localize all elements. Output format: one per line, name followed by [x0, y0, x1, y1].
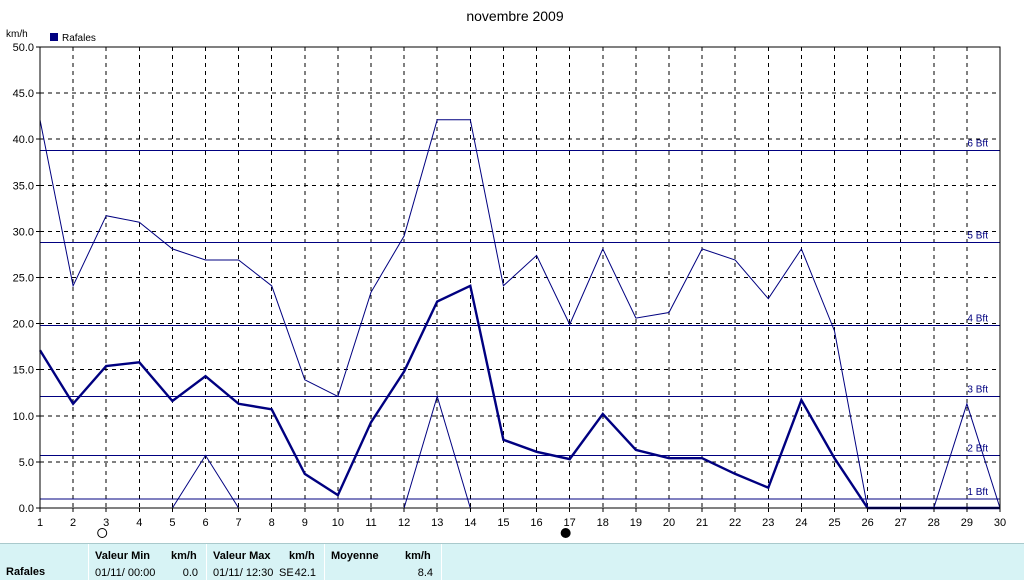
beaufort-label: 4 Bft	[967, 313, 988, 324]
stats-row-label: Rafales	[6, 566, 46, 578]
mean-value: 8.4	[417, 567, 433, 579]
axes: 0.0 5.0 10.0 15.0 20.0 25.0 30.0 35.0 40.0 45.0 50…	[13, 42, 1007, 529]
stats-max-cell: Valeur Max km/h 01/11/ 12:30 SE 42.1	[206, 544, 324, 581]
mean-header: Moyenne	[331, 550, 379, 562]
x-tick-label: 19	[630, 517, 642, 529]
moon-phase-markers	[97, 528, 571, 538]
series-line-min	[933, 402, 1001, 509]
beaufort-label: 3 Bft	[967, 384, 988, 395]
x-tick-label: 5	[169, 517, 175, 529]
wind-gust-chart: novembre 2009 km/h Rafales 1 Bft 2 Bft 3 B…	[6, 8, 1007, 538]
y-tick-label: 45.0	[13, 88, 34, 100]
x-tick-label: 28	[928, 517, 940, 529]
beaufort-label: 2 Bft	[967, 443, 988, 454]
x-tick-label: 25	[828, 517, 840, 529]
y-tick-label: 50.0	[13, 42, 34, 54]
beaufort-label: 5 Bft	[967, 230, 988, 241]
min-date: 01/11/ 00:00	[95, 567, 156, 579]
chart-title: novembre 2009	[466, 8, 564, 24]
x-tick-label: 14	[464, 517, 476, 529]
x-tick-label: 13	[431, 517, 443, 529]
data-series	[38, 119, 1001, 510]
x-tick-label: 24	[795, 517, 807, 529]
x-tick-label: 7	[236, 517, 242, 529]
y-tick-label: 25.0	[13, 273, 34, 285]
x-tick-label: 6	[202, 517, 208, 529]
x-tick-label: 12	[398, 517, 410, 529]
x-tick-label: 1	[37, 517, 43, 529]
series-line-min	[403, 394, 471, 509]
x-tick-label: 22	[729, 517, 741, 529]
max-unit: km/h	[289, 550, 315, 562]
y-axis-unit: km/h	[6, 29, 28, 40]
x-tick-label: 18	[597, 517, 609, 529]
x-tick-label: 10	[332, 517, 344, 529]
x-tick-label: 16	[530, 517, 542, 529]
y-tick-label: 40.0	[13, 134, 34, 146]
y-tick-label: 30.0	[13, 226, 34, 238]
min-header: Valeur Min	[95, 550, 151, 562]
beaufort-reference-lines: 1 Bft 2 Bft 3 Bft 4 Bft 5 Bft 6 Bft	[40, 138, 1000, 500]
x-tick-label: 27	[895, 517, 907, 529]
x-tick-label: 29	[961, 517, 973, 529]
x-tick-label: 8	[269, 517, 275, 529]
grid	[40, 47, 1000, 508]
x-tick-label: 23	[762, 517, 774, 529]
min-value: 0.0	[182, 567, 198, 579]
stats-mean-cell: Moyenne km/h 8.4	[324, 544, 442, 581]
legend-label: Rafales	[62, 33, 96, 44]
x-tick-label: 20	[663, 517, 675, 529]
beaufort-label: 6 Bft	[967, 138, 988, 149]
max-header: Valeur Max	[213, 550, 271, 562]
min-unit: km/h	[171, 550, 197, 562]
x-tick-label: 11	[365, 517, 376, 529]
x-tick-label: 3	[103, 517, 109, 529]
new-moon-icon	[560, 528, 571, 538]
max-value: 42.1	[294, 567, 316, 579]
series-line-mean	[38, 284, 1000, 510]
y-tick-label: 5.0	[19, 457, 34, 469]
mean-unit: km/h	[405, 550, 431, 562]
stats-footer: Rafales Valeur Min km/h 01/11/ 00:00 0.0…	[0, 543, 1024, 581]
beaufort-label: 1 Bft	[967, 487, 988, 498]
stats-min-cell: Valeur Min km/h 01/11/ 00:00 0.0	[88, 544, 206, 581]
x-tick-label: 15	[497, 517, 509, 529]
x-tick-label: 21	[696, 517, 708, 529]
x-tick-label: 2	[70, 517, 76, 529]
y-tick-label: 10.0	[13, 411, 34, 423]
y-tick-label: 0.0	[19, 503, 34, 515]
series-line-min	[171, 454, 240, 509]
legend-swatch	[50, 33, 58, 41]
max-direction: SE	[279, 567, 294, 579]
max-date: 01/11/ 12:30	[213, 567, 274, 579]
y-tick-label: 15.0	[13, 365, 34, 377]
x-tick-label: 4	[136, 517, 142, 529]
x-tick-label: 26	[861, 517, 873, 529]
series-line-max	[39, 119, 1000, 509]
x-tick-label: 17	[564, 517, 576, 529]
x-tick-label: 9	[302, 517, 308, 529]
y-tick-label: 35.0	[13, 180, 34, 192]
x-tick-label: 30	[994, 517, 1006, 529]
y-tick-label: 20.0	[13, 319, 34, 331]
full-moon-icon	[97, 528, 108, 538]
